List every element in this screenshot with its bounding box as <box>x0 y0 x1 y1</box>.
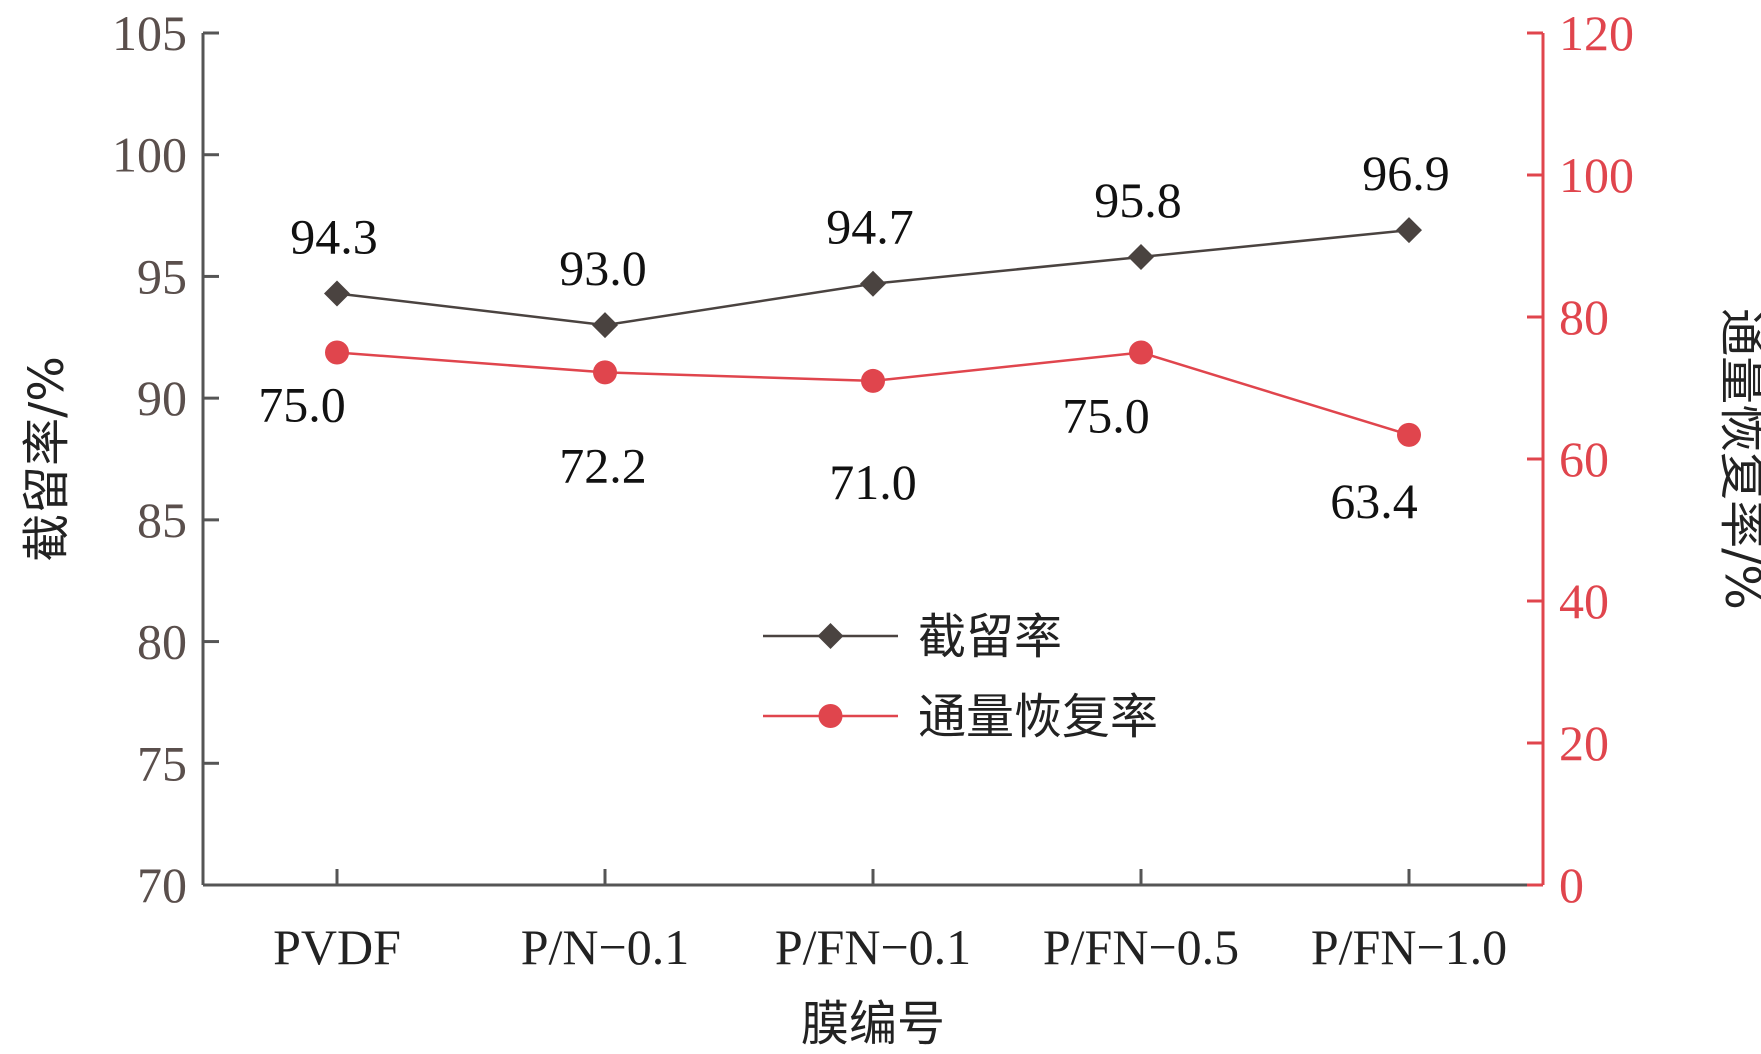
data-labels: 94.3 93.0 94.7 95.8 96.9 75.0 72.2 71.0 75.0 63.4 <box>258 145 1450 529</box>
right-tick-label: 80 <box>1559 289 1609 345</box>
data-label: 93.0 <box>559 240 647 296</box>
x-tick-label: P/N−0.1 <box>521 919 690 975</box>
diamond-marker <box>860 270 886 297</box>
x-axis-title: 膜编号 <box>801 996 945 1052</box>
legend-circle-marker <box>818 704 843 728</box>
diamond-marker <box>324 280 350 307</box>
data-label: 75.0 <box>1062 388 1150 444</box>
left-axis-title: 截留率/% <box>19 356 75 562</box>
left-tick-label: 95 <box>137 248 187 304</box>
data-label: 63.4 <box>1330 473 1418 529</box>
data-label: 72.2 <box>559 437 647 493</box>
data-label: 75.0 <box>258 377 346 433</box>
x-tick-label: P/FN−0.5 <box>1043 919 1239 975</box>
right-tick-label: 0 <box>1559 857 1584 913</box>
left-tick-label: 105 <box>112 5 187 61</box>
data-label: 96.9 <box>1362 145 1450 201</box>
x-tick-label: P/FN−0.1 <box>775 919 971 975</box>
data-label: 71.0 <box>829 454 917 510</box>
circle-marker <box>593 360 617 385</box>
diamond-marker <box>1128 243 1154 270</box>
axes: 70 75 80 85 90 95 100 105 0 20 40 60 80 100 120 PVDF P/N… <box>19 5 1761 1052</box>
right-tick-label: 60 <box>1559 431 1609 487</box>
left-tick-label: 85 <box>137 492 187 548</box>
data-label: 95.8 <box>1094 172 1182 228</box>
left-tick-label: 70 <box>137 857 187 913</box>
series-layer <box>324 217 1422 447</box>
diamond-marker <box>592 312 618 339</box>
legend-diamond-marker <box>817 623 844 649</box>
x-tick-label: P/FN−1.0 <box>1311 919 1507 975</box>
left-tick-label: 100 <box>112 127 187 183</box>
right-tick-label: 100 <box>1559 147 1634 203</box>
data-label: 94.7 <box>826 199 914 255</box>
legend-label-0: 截留率 <box>918 609 1062 665</box>
right-axis-title: 通量恢复率/% <box>1714 308 1761 610</box>
data-label: 94.3 <box>290 208 378 264</box>
legend-label-1: 通量恢复率 <box>918 689 1158 745</box>
left-tick-label: 80 <box>137 614 187 670</box>
circle-marker <box>861 368 885 393</box>
right-tick-label: 20 <box>1559 715 1609 771</box>
left-tick-label: 75 <box>137 735 187 791</box>
series-line-1 <box>336 351 1410 437</box>
right-tick-label: 120 <box>1559 5 1634 61</box>
circle-marker <box>1129 340 1153 365</box>
circle-marker <box>325 340 349 365</box>
diamond-marker <box>1396 217 1422 244</box>
right-tick-label: 40 <box>1559 573 1609 629</box>
circle-marker <box>1397 422 1421 447</box>
x-tick-label: PVDF <box>273 919 401 975</box>
left-tick-label: 90 <box>137 370 187 426</box>
